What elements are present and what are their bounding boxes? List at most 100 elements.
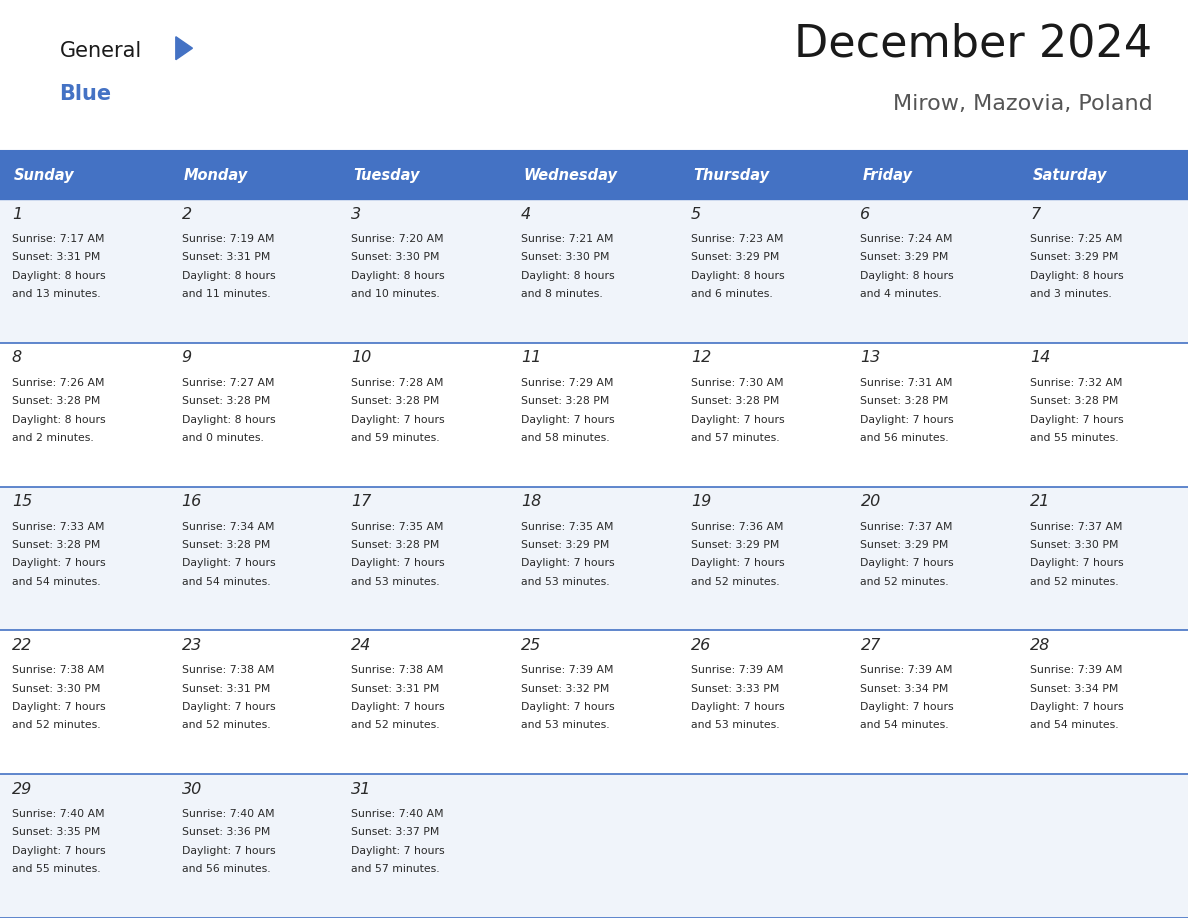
Text: and 52 minutes.: and 52 minutes. <box>860 577 949 587</box>
Text: Thursday: Thursday <box>693 168 770 183</box>
Bar <box>1018 631 1188 774</box>
Text: Sunrise: 7:32 AM: Sunrise: 7:32 AM <box>1030 378 1123 387</box>
Text: 15: 15 <box>12 494 32 509</box>
Bar <box>678 774 848 918</box>
Bar <box>0 487 170 631</box>
Text: and 56 minutes.: and 56 minutes. <box>182 864 270 874</box>
Bar <box>1018 151 1188 199</box>
Text: Daylight: 8 hours: Daylight: 8 hours <box>12 271 106 281</box>
Text: 23: 23 <box>182 638 202 653</box>
Text: and 56 minutes.: and 56 minutes. <box>860 433 949 442</box>
Text: 2: 2 <box>182 207 191 221</box>
Text: Daylight: 7 hours: Daylight: 7 hours <box>860 415 954 424</box>
Text: Sunrise: 7:35 AM: Sunrise: 7:35 AM <box>522 521 613 532</box>
Text: Sunset: 3:29 PM: Sunset: 3:29 PM <box>522 540 609 550</box>
Text: 3: 3 <box>352 207 361 221</box>
Text: Tuesday: Tuesday <box>354 168 421 183</box>
Text: Sunset: 3:29 PM: Sunset: 3:29 PM <box>860 540 949 550</box>
Text: Daylight: 8 hours: Daylight: 8 hours <box>1030 271 1124 281</box>
Text: Sunset: 3:30 PM: Sunset: 3:30 PM <box>352 252 440 263</box>
Text: and 10 minutes.: and 10 minutes. <box>352 289 440 299</box>
Text: Sunset: 3:37 PM: Sunset: 3:37 PM <box>352 827 440 837</box>
Bar <box>340 774 510 918</box>
Text: Daylight: 7 hours: Daylight: 7 hours <box>860 558 954 568</box>
Text: and 4 minutes.: and 4 minutes. <box>860 289 942 299</box>
Text: and 54 minutes.: and 54 minutes. <box>1030 721 1119 731</box>
Bar <box>340 151 510 199</box>
Text: Sunrise: 7:37 AM: Sunrise: 7:37 AM <box>860 521 953 532</box>
Text: Daylight: 8 hours: Daylight: 8 hours <box>522 271 614 281</box>
Bar <box>0 0 1188 151</box>
Bar <box>340 199 510 343</box>
Bar <box>510 487 678 631</box>
Text: Friday: Friday <box>862 168 912 183</box>
Text: and 53 minutes.: and 53 minutes. <box>690 721 779 731</box>
Bar <box>510 151 678 199</box>
Bar <box>170 343 340 487</box>
Text: Sunrise: 7:36 AM: Sunrise: 7:36 AM <box>690 521 783 532</box>
Text: and 55 minutes.: and 55 minutes. <box>12 864 101 874</box>
Text: Sunrise: 7:30 AM: Sunrise: 7:30 AM <box>690 378 783 387</box>
Text: Sunrise: 7:39 AM: Sunrise: 7:39 AM <box>690 666 783 676</box>
Text: 8: 8 <box>12 351 23 365</box>
Text: Sunset: 3:29 PM: Sunset: 3:29 PM <box>690 540 779 550</box>
Bar <box>510 343 678 487</box>
Text: General: General <box>59 41 141 62</box>
Bar <box>848 343 1018 487</box>
Text: Sunrise: 7:40 AM: Sunrise: 7:40 AM <box>352 809 444 819</box>
Text: Sunrise: 7:39 AM: Sunrise: 7:39 AM <box>1030 666 1123 676</box>
Text: Mirow, Mazovia, Poland: Mirow, Mazovia, Poland <box>892 94 1152 114</box>
Text: Sunset: 3:31 PM: Sunset: 3:31 PM <box>182 684 270 694</box>
Text: and 11 minutes.: and 11 minutes. <box>182 289 270 299</box>
Text: Sunset: 3:31 PM: Sunset: 3:31 PM <box>182 252 270 263</box>
Bar <box>1018 487 1188 631</box>
Bar <box>678 343 848 487</box>
Bar <box>1018 774 1188 918</box>
Bar <box>510 774 678 918</box>
Text: and 53 minutes.: and 53 minutes. <box>522 577 609 587</box>
Text: Blue: Blue <box>59 84 112 105</box>
Text: and 52 minutes.: and 52 minutes. <box>352 721 440 731</box>
Text: and 13 minutes.: and 13 minutes. <box>12 289 101 299</box>
Text: 5: 5 <box>690 207 701 221</box>
Text: Sunrise: 7:20 AM: Sunrise: 7:20 AM <box>352 234 444 244</box>
Text: Sunset: 3:30 PM: Sunset: 3:30 PM <box>522 252 609 263</box>
Bar <box>510 631 678 774</box>
Text: 22: 22 <box>12 638 32 653</box>
Text: Sunset: 3:30 PM: Sunset: 3:30 PM <box>12 684 100 694</box>
Text: Sunset: 3:28 PM: Sunset: 3:28 PM <box>12 540 100 550</box>
Text: Sunrise: 7:40 AM: Sunrise: 7:40 AM <box>182 809 274 819</box>
Text: 21: 21 <box>1030 494 1050 509</box>
Text: and 57 minutes.: and 57 minutes. <box>352 864 440 874</box>
Text: and 52 minutes.: and 52 minutes. <box>1030 577 1119 587</box>
Text: Sunrise: 7:21 AM: Sunrise: 7:21 AM <box>522 234 613 244</box>
Text: and 3 minutes.: and 3 minutes. <box>1030 289 1112 299</box>
Text: Daylight: 7 hours: Daylight: 7 hours <box>690 702 784 712</box>
Bar <box>678 487 848 631</box>
Text: Sunrise: 7:25 AM: Sunrise: 7:25 AM <box>1030 234 1123 244</box>
Text: 12: 12 <box>690 351 710 365</box>
Text: Sunset: 3:34 PM: Sunset: 3:34 PM <box>1030 684 1119 694</box>
Text: Daylight: 7 hours: Daylight: 7 hours <box>860 702 954 712</box>
Text: Sunrise: 7:39 AM: Sunrise: 7:39 AM <box>860 666 953 676</box>
Bar <box>170 487 340 631</box>
Text: 13: 13 <box>860 351 880 365</box>
Text: and 54 minutes.: and 54 minutes. <box>182 577 270 587</box>
Text: Sunrise: 7:26 AM: Sunrise: 7:26 AM <box>12 378 105 387</box>
Text: Sunrise: 7:29 AM: Sunrise: 7:29 AM <box>522 378 613 387</box>
Bar <box>1018 343 1188 487</box>
Bar <box>170 199 340 343</box>
Text: Sunset: 3:28 PM: Sunset: 3:28 PM <box>860 397 949 406</box>
Text: Sunset: 3:28 PM: Sunset: 3:28 PM <box>522 397 609 406</box>
Text: Sunset: 3:34 PM: Sunset: 3:34 PM <box>860 684 949 694</box>
Text: and 55 minutes.: and 55 minutes. <box>1030 433 1119 442</box>
Bar <box>0 151 170 199</box>
Text: Sunset: 3:35 PM: Sunset: 3:35 PM <box>12 827 100 837</box>
Bar <box>848 487 1018 631</box>
Bar <box>0 343 170 487</box>
Text: Sunrise: 7:38 AM: Sunrise: 7:38 AM <box>352 666 444 676</box>
Bar <box>0 199 170 343</box>
Bar <box>170 151 340 199</box>
Text: Sunset: 3:29 PM: Sunset: 3:29 PM <box>690 252 779 263</box>
Text: 20: 20 <box>860 494 880 509</box>
